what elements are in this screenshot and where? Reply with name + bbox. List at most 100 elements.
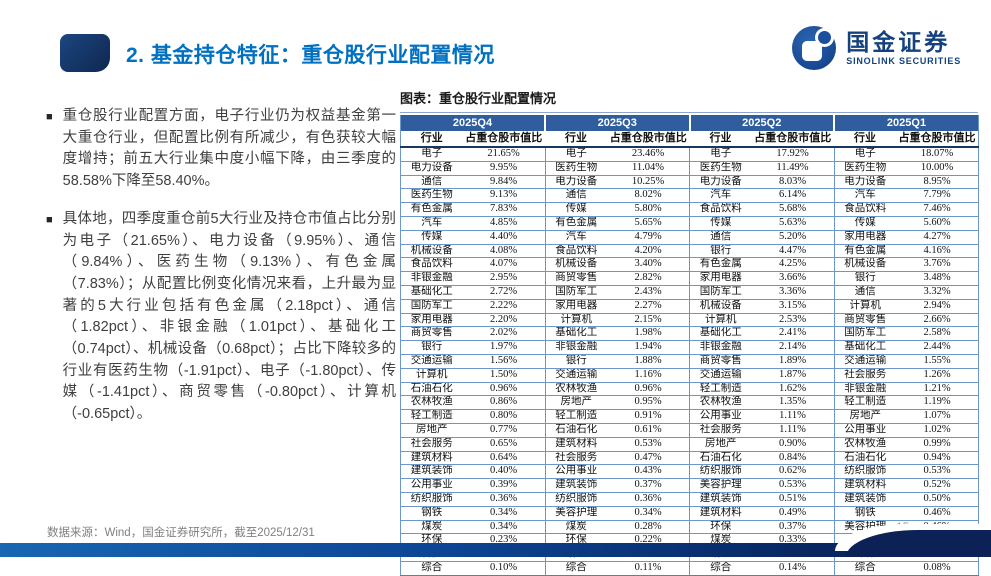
industry-cell: 计算机 (689, 313, 752, 328)
value-cell: 21.65% (462, 147, 545, 162)
value-cell: 2.43% (607, 285, 690, 300)
industry-cell: 通信 (400, 175, 463, 190)
value-cell: 11.49% (751, 161, 834, 176)
industry-cell: 纺织服饰 (833, 464, 896, 480)
value-cell: 2.72% (462, 285, 545, 300)
table-row: 通信 9.84% 电力设备 10.25% 电力设备 8.03% 电力设备 8.95% (400, 175, 979, 190)
industry-cell: 美容护理 (689, 478, 752, 493)
industry-cell: 石油石化 (689, 451, 752, 466)
page-title: 2. 基金持仓特征：重仓股行业配置情况 (126, 44, 495, 67)
value-cell: 0.34% (462, 520, 545, 535)
industry-cell: 美容护理 (544, 506, 607, 521)
value-cell: 1.50% (462, 368, 545, 383)
value-cell: 6.14% (751, 188, 834, 204)
industry-cell: 交通运输 (833, 354, 896, 369)
industry-cell: 基础化工 (544, 326, 607, 342)
value-cell: 0.34% (462, 506, 545, 521)
industry-cell: 综合 (689, 561, 752, 576)
industry-cell: 交通运输 (689, 368, 752, 383)
value-cell: 4.16% (896, 244, 979, 259)
industry-cell: 家用电器 (400, 313, 463, 328)
quarter-header-row: 2025Q4 2025Q3 2025Q2 2025Q1 (400, 115, 979, 131)
value-cell: 9.95% (462, 161, 545, 176)
value-cell: 1.89% (751, 354, 834, 369)
table-row: 医药生物 9.13% 通信 8.02% 汽车 6.14% 汽车 7.79% (400, 188, 979, 204)
value-cell: 0.36% (607, 492, 690, 507)
value-cell: 3.40% (607, 257, 690, 273)
industry-cell: 汽车 (544, 230, 607, 245)
value-cell: 5.20% (751, 230, 834, 245)
industry-cell: 农林牧渔 (833, 437, 896, 452)
industry-cell: 银行 (400, 340, 463, 355)
company-logo: 国金证券 SINOLINK SECURITIES (792, 26, 961, 70)
value-cell: 1.55% (896, 354, 979, 369)
value-cell: 5.80% (607, 202, 690, 217)
industry-cell: 美容护理 (833, 520, 896, 535)
figure-panel: 图表：重仓股行业配置情况 2025Q4 2025Q3 2025Q2 2025Q1… (400, 88, 979, 576)
col-header-industry: 行业 (689, 131, 752, 148)
bullet-square-icon: ■ (46, 111, 53, 123)
value-cell: 1.07% (896, 409, 979, 424)
quarter-header-q4: 2025Q4 (400, 115, 546, 131)
data-source-note: 数据来源：Wind，国金证券研究所，截至2025/12/31 (47, 527, 315, 539)
value-cell: 10.25% (607, 175, 690, 190)
value-cell: 1.62% (751, 382, 834, 397)
value-cell: 1.02% (896, 423, 979, 438)
industry-cell: 食品饮料 (544, 244, 607, 259)
value-cell: 0.86% (462, 395, 545, 411)
industry-cell: 电子 (400, 147, 463, 162)
industry-cell: 建筑材料 (833, 478, 896, 493)
value-cell: 2.94% (896, 299, 979, 314)
value-cell: 3.32% (896, 285, 979, 300)
value-cell: 8.02% (607, 188, 690, 204)
value-cell: 0.11% (607, 561, 690, 576)
table-row: 银行 1.97% 非银金融 1.94% 非银金融 2.14% 基础化工 2.44% (400, 340, 979, 355)
table-row: 机械设备 4.08% 食品饮料 4.20% 银行 4.47% 有色金属 4.16% (400, 244, 979, 259)
industry-cell: 医药生物 (689, 161, 752, 176)
industry-cell: 有色金属 (400, 202, 463, 217)
industry-cell: 商贸零售 (544, 271, 607, 286)
industry-cell: 银行 (544, 354, 607, 369)
table-row: 煤炭 0.34% 煤炭 0.28% 环保 0.37% 美容护理 0.46% (400, 520, 979, 535)
industry-cell: 计算机 (833, 299, 896, 314)
value-cell: 1.11% (751, 409, 834, 424)
bullet-text-1: 重仓股行业配置方面，电子行业仍为权益基金第一大重仓行业，但配置比例有所减少，有色… (62, 108, 396, 190)
value-cell: 2.95% (462, 271, 545, 286)
industry-cell: 石油石化 (400, 382, 463, 397)
industry-cell: 基础化工 (689, 326, 752, 342)
value-cell: 0.43% (607, 464, 690, 480)
industry-cell: 建筑材料 (400, 451, 463, 466)
value-cell: 0.53% (896, 464, 979, 480)
value-cell: 0.34% (607, 506, 690, 521)
logo-square-shape (802, 41, 823, 61)
industry-cell: 农林牧渔 (689, 395, 752, 411)
industry-cell: 传媒 (544, 202, 607, 217)
value-cell: 0.80% (462, 409, 545, 424)
table-row: 纺织服饰 0.36% 纺织服饰 0.36% 建筑装饰 0.51% 建筑装饰 0.50% (400, 492, 979, 507)
industry-cell: 建筑材料 (544, 437, 607, 452)
industry-cell: 机械设备 (689, 299, 752, 314)
industry-cell: 传媒 (400, 230, 463, 245)
sinolink-logo-icon (792, 26, 837, 70)
bullet-item-2: ■ 具体地，四季度重仓前5大行业及持仓市值占比分别为电子（21.65%）、电力设… (46, 209, 396, 426)
industry-cell: 钢铁 (400, 506, 463, 521)
value-cell: 0.47% (607, 451, 690, 466)
table-row: 综合 0.10% 综合 0.11% 综合 0.14% 综合 0.08% (400, 561, 979, 576)
industry-cell: 建筑装饰 (689, 492, 752, 507)
value-cell: 2.82% (607, 271, 690, 286)
industry-cell: 国防军工 (689, 285, 752, 300)
table-row: 钢铁 0.34% 美容护理 0.34% 建筑材料 0.49% 钢铁 0.46% (400, 506, 979, 521)
bullet-text-2: 具体地，四季度重仓前5大行业及持仓市值占比分别为电子（21.65%）、电力设备（… (62, 210, 396, 423)
column-header-row: 行业 占重仓股市值比 行业 占重仓股市值比 行业 占重仓股市值比 行业 占重仓股… (400, 131, 979, 148)
industry-cell: 医药生物 (833, 161, 896, 176)
value-cell: 8.95% (896, 175, 979, 190)
value-cell: 0.51% (751, 492, 834, 507)
table-row: 电子 21.65% 电子 23.46% 电子 17.92% 电子 18.07% (400, 147, 979, 162)
industry-cell: 基础化工 (400, 285, 463, 300)
industry-cell: 公用事业 (833, 423, 896, 438)
value-cell: 0.53% (751, 478, 834, 493)
table-row: 交通运输 1.56% 银行 1.88% 商贸零售 1.89% 交通运输 1.55% (400, 354, 979, 369)
table-row: 有色金属 7.83% 传媒 5.80% 食品饮料 5.68% 食品饮料 7.46% (400, 202, 979, 217)
industry-cell: 汽车 (689, 188, 752, 204)
holdings-table-body: 电子 21.65% 电子 23.46% 电子 17.92% 电子 18.07% 电力设备 9.95… (400, 147, 979, 576)
